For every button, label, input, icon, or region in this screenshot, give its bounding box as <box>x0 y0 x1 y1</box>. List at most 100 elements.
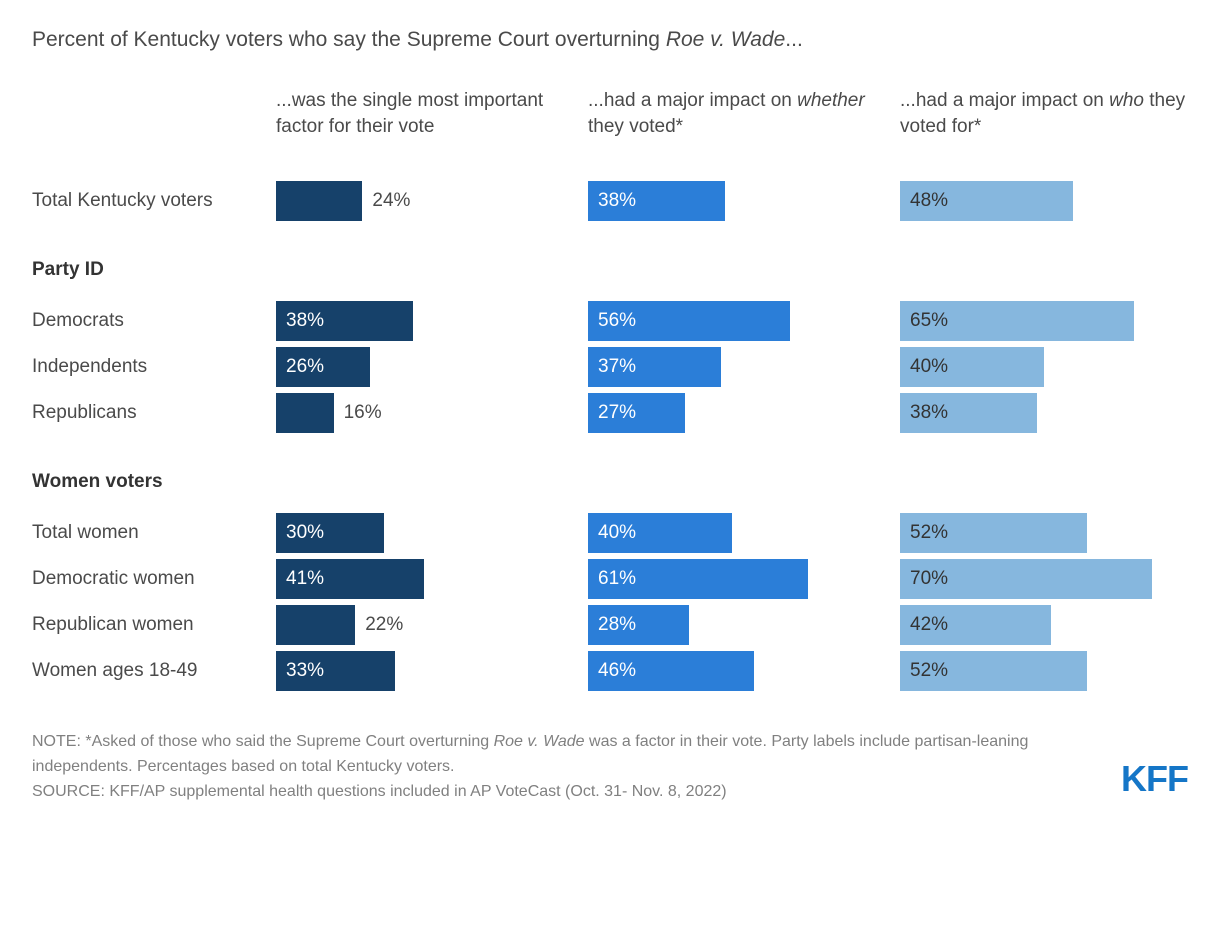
bar: 42% <box>900 605 1051 645</box>
bar-cell: 16% <box>276 390 564 436</box>
bar: 40% <box>900 347 1044 387</box>
bar-value: 33% <box>286 660 324 682</box>
bar: 52% <box>900 651 1087 691</box>
bar: 33% <box>276 651 395 691</box>
gap <box>276 436 564 454</box>
column-header: ...was the single most important factor … <box>276 88 564 178</box>
bar: 40% <box>588 513 732 553</box>
header-spacer <box>32 88 252 178</box>
bar: 30% <box>276 513 384 553</box>
bar: 38% <box>900 393 1037 433</box>
bar: 38% <box>588 181 725 221</box>
bar: 52% <box>900 513 1087 553</box>
bar-cell: 48% <box>900 178 1188 224</box>
bar: 65% <box>900 301 1134 341</box>
bar-cell: 41% <box>276 556 564 602</box>
row-label: Democratic women <box>32 556 252 602</box>
bar-value: 26% <box>286 356 324 378</box>
note-text: NOTE: *Asked of those who said the Supre… <box>32 730 1052 780</box>
bar-value: 24% <box>372 190 410 212</box>
bar-cell: 38% <box>900 390 1188 436</box>
row-label: Women ages 18-49 <box>32 648 252 694</box>
bar-value: 42% <box>910 614 948 636</box>
bar-cell: 40% <box>588 510 876 556</box>
row-label: Total women <box>32 510 252 556</box>
bar: 70% <box>900 559 1152 599</box>
bar-cell: 28% <box>588 602 876 648</box>
section-spacer <box>276 242 564 298</box>
bar-cell: 30% <box>276 510 564 556</box>
gap <box>276 224 564 242</box>
bar-cell: 61% <box>588 556 876 602</box>
bar-cell: 70% <box>900 556 1188 602</box>
gap <box>900 436 1188 454</box>
bar: 61% <box>588 559 808 599</box>
section-spacer <box>588 242 876 298</box>
section-label: Women voters <box>32 454 252 510</box>
bar: 38% <box>276 301 413 341</box>
chart-title: Percent of Kentucky voters who say the S… <box>32 28 1188 52</box>
bar: 48% <box>900 181 1073 221</box>
row-label: Republican women <box>32 602 252 648</box>
source-text: SOURCE: KFF/AP supplemental health quest… <box>32 780 1052 805</box>
bar-cell: 38% <box>588 178 876 224</box>
bar-cell: 46% <box>588 648 876 694</box>
bar-cell: 38% <box>276 298 564 344</box>
bar-value: 52% <box>910 660 948 682</box>
row-label: Democrats <box>32 298 252 344</box>
bar: 27% <box>588 393 685 433</box>
bar-cell: 37% <box>588 344 876 390</box>
bar <box>276 605 355 645</box>
bar <box>276 181 362 221</box>
footer: NOTE: *Asked of those who said the Supre… <box>32 730 1188 804</box>
bar-value: 38% <box>598 190 636 212</box>
section-spacer <box>588 454 876 510</box>
bar: 37% <box>588 347 721 387</box>
bar-value: 38% <box>286 310 324 332</box>
bar-value: 46% <box>598 660 636 682</box>
section-spacer <box>900 242 1188 298</box>
bar-cell: 24% <box>276 178 564 224</box>
bar-value: 27% <box>598 402 636 424</box>
gap <box>900 224 1188 242</box>
bar: 46% <box>588 651 754 691</box>
bar-value: 37% <box>598 356 636 378</box>
bar <box>276 393 334 433</box>
bar-value: 56% <box>598 310 636 332</box>
column-header: ...had a major impact on who they voted … <box>900 88 1188 178</box>
bar-cell: 33% <box>276 648 564 694</box>
bar-value: 16% <box>344 402 382 424</box>
gap <box>588 224 876 242</box>
gap <box>32 224 252 242</box>
bar-value: 52% <box>910 522 948 544</box>
bar-cell: 56% <box>588 298 876 344</box>
gap <box>32 436 252 454</box>
bar-cell: 26% <box>276 344 564 390</box>
bar-value: 28% <box>598 614 636 636</box>
bar: 28% <box>588 605 689 645</box>
kff-logo: KFF <box>1121 758 1188 804</box>
bar-cell: 52% <box>900 648 1188 694</box>
footer-text: NOTE: *Asked of those who said the Supre… <box>32 730 1052 804</box>
bar-value: 40% <box>598 522 636 544</box>
bar-cell: 52% <box>900 510 1188 556</box>
bar-value: 70% <box>910 568 948 590</box>
row-label: Total Kentucky voters <box>32 178 252 224</box>
section-spacer <box>276 454 564 510</box>
bar-cell: 42% <box>900 602 1188 648</box>
bar-value: 30% <box>286 522 324 544</box>
bar-value: 22% <box>365 614 403 636</box>
bar-cell: 65% <box>900 298 1188 344</box>
section-spacer <box>900 454 1188 510</box>
section-label: Party ID <box>32 242 252 298</box>
column-header: ...had a major impact on whether they vo… <box>588 88 876 178</box>
bar-value: 38% <box>910 402 948 424</box>
bar: 26% <box>276 347 370 387</box>
bar-cell: 40% <box>900 344 1188 390</box>
bar-cell: 27% <box>588 390 876 436</box>
chart-grid: ...was the single most important factor … <box>32 88 1188 694</box>
row-label: Republicans <box>32 390 252 436</box>
bar: 41% <box>276 559 424 599</box>
bar-cell: 22% <box>276 602 564 648</box>
bar-value: 41% <box>286 568 324 590</box>
